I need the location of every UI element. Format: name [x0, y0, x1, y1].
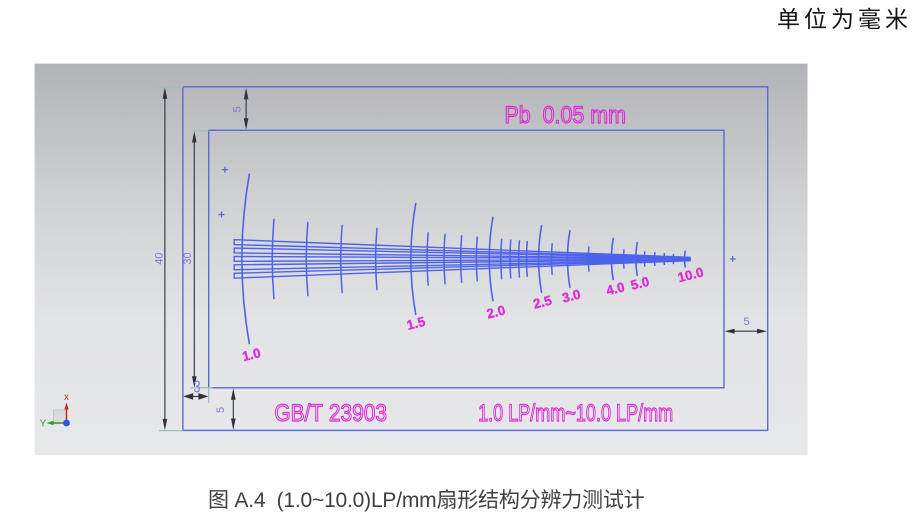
svg-text:1.0: 1.0: [241, 345, 263, 364]
svg-text:10.0: 10.0: [676, 264, 705, 285]
svg-text:GB/T 23903: GB/T 23903: [274, 400, 387, 427]
svg-text:Y: Y: [40, 419, 47, 430]
svg-text:x: x: [64, 392, 69, 403]
svg-text:2.0: 2.0: [485, 302, 507, 321]
svg-text:4.0: 4.0: [605, 279, 627, 298]
svg-text:5: 5: [231, 106, 243, 112]
svg-text:3.0: 3.0: [560, 287, 582, 306]
svg-text:30: 30: [182, 252, 194, 264]
svg-text:5: 5: [744, 316, 750, 328]
svg-text:3: 3: [194, 376, 201, 396]
svg-text:40: 40: [153, 252, 165, 264]
svg-text:5: 5: [215, 407, 227, 413]
svg-text:Pb 0.05 mm: Pb 0.05 mm: [505, 102, 627, 129]
svg-text:2.5: 2.5: [532, 293, 554, 312]
svg-text:1.0 LP/mm~10.0 LP/mm: 1.0 LP/mm~10.0 LP/mm: [478, 400, 673, 427]
svg-text:5.0: 5.0: [629, 274, 651, 293]
svg-text:1.5: 1.5: [405, 314, 427, 333]
